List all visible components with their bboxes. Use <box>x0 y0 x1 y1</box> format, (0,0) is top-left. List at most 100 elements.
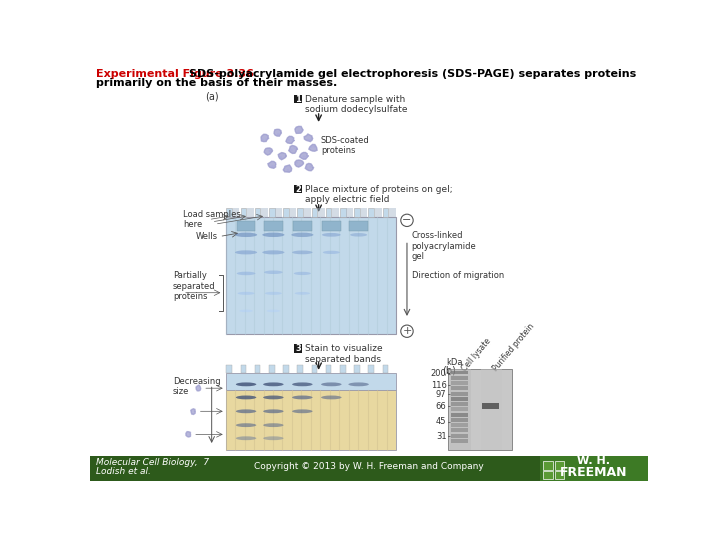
Ellipse shape <box>294 292 310 295</box>
Bar <box>451 408 468 411</box>
Bar <box>283 208 289 217</box>
Polygon shape <box>286 136 294 144</box>
Ellipse shape <box>310 146 312 148</box>
Ellipse shape <box>321 382 341 386</box>
Text: Place mixture of proteins on gel;
apply electric field: Place mixture of proteins on gel; apply … <box>305 185 452 204</box>
Bar <box>293 221 312 231</box>
Ellipse shape <box>277 134 279 136</box>
Bar <box>264 221 283 231</box>
Ellipse shape <box>306 167 308 169</box>
Ellipse shape <box>261 138 264 140</box>
Ellipse shape <box>299 165 301 167</box>
Bar <box>90 456 648 481</box>
Bar <box>261 208 268 217</box>
Bar <box>451 439 468 443</box>
Text: 31: 31 <box>436 431 446 441</box>
Ellipse shape <box>305 156 308 158</box>
Ellipse shape <box>321 395 341 400</box>
Ellipse shape <box>263 382 284 386</box>
Bar <box>312 365 318 373</box>
Text: Load samples
here: Load samples here <box>183 210 240 229</box>
Polygon shape <box>196 385 201 391</box>
Text: Molecular Cell Biology,  7: Molecular Cell Biology, 7 <box>96 457 210 467</box>
Ellipse shape <box>280 156 282 158</box>
Text: Denature sample with
sodium dodecylsulfate: Denature sample with sodium dodecylsulfa… <box>305 95 408 114</box>
Bar <box>225 217 396 334</box>
Text: Partially
separated
proteins: Partially separated proteins <box>173 271 215 301</box>
Bar <box>482 403 499 409</box>
Polygon shape <box>300 152 308 159</box>
Ellipse shape <box>292 409 312 413</box>
Bar <box>297 208 303 217</box>
Polygon shape <box>305 164 314 171</box>
Ellipse shape <box>236 436 256 440</box>
Bar <box>294 95 302 103</box>
Bar <box>451 376 468 380</box>
Bar <box>240 208 246 217</box>
Bar <box>361 208 367 217</box>
Ellipse shape <box>309 139 311 141</box>
Text: W. H.: W. H. <box>577 456 611 465</box>
Bar <box>318 208 325 217</box>
Ellipse shape <box>265 138 268 140</box>
Ellipse shape <box>279 157 282 159</box>
Text: (a): (a) <box>204 92 218 102</box>
Polygon shape <box>186 431 191 437</box>
Bar <box>375 208 382 217</box>
Ellipse shape <box>262 251 284 254</box>
Text: 97: 97 <box>436 389 446 399</box>
Bar <box>451 434 468 437</box>
Bar <box>294 345 302 353</box>
Bar <box>369 208 374 217</box>
Ellipse shape <box>284 166 287 168</box>
Ellipse shape <box>269 150 271 152</box>
Bar <box>304 208 310 217</box>
Text: 2: 2 <box>295 185 301 194</box>
Text: 116: 116 <box>431 381 446 390</box>
Ellipse shape <box>287 169 289 171</box>
Polygon shape <box>295 160 304 167</box>
Ellipse shape <box>323 251 340 254</box>
Bar <box>275 208 282 217</box>
Ellipse shape <box>296 161 298 164</box>
Bar <box>451 423 468 427</box>
Bar <box>544 470 553 479</box>
Bar <box>289 208 297 217</box>
Bar <box>346 208 353 217</box>
Text: Cross-linked
polyacrylamide
gel: Cross-linked polyacrylamide gel <box>412 231 477 261</box>
Text: 45: 45 <box>436 417 446 426</box>
Polygon shape <box>264 148 273 155</box>
Bar <box>322 221 341 231</box>
Ellipse shape <box>313 146 315 148</box>
Ellipse shape <box>264 271 283 274</box>
Bar <box>247 208 253 217</box>
Bar <box>269 208 274 217</box>
Text: Lodish et al.: Lodish et al. <box>96 467 151 476</box>
Ellipse shape <box>239 309 253 312</box>
Ellipse shape <box>292 395 312 400</box>
Bar <box>382 365 388 373</box>
Bar <box>255 365 261 373</box>
Ellipse shape <box>263 395 284 400</box>
Bar <box>283 365 289 373</box>
Text: SDS-coated
proteins: SDS-coated proteins <box>321 136 369 156</box>
Bar <box>451 370 468 375</box>
Bar <box>451 381 468 385</box>
Text: Experimental Figure 3.36: Experimental Figure 3.36 <box>96 69 254 79</box>
Bar <box>340 365 346 373</box>
Bar <box>325 365 331 373</box>
Text: Purified protein: Purified protein <box>490 322 536 373</box>
Polygon shape <box>295 126 303 133</box>
Ellipse shape <box>302 156 305 158</box>
Text: +: + <box>402 326 412 336</box>
Bar <box>539 456 648 481</box>
Bar <box>382 208 388 217</box>
Bar <box>225 390 396 450</box>
Text: −: − <box>402 215 412 225</box>
Text: primarily on the basis of their masses.: primarily on the basis of their masses. <box>96 78 338 88</box>
Ellipse shape <box>350 233 367 237</box>
Ellipse shape <box>322 233 341 237</box>
Text: Decreasing
size: Decreasing size <box>173 377 220 396</box>
Ellipse shape <box>263 423 284 427</box>
Ellipse shape <box>290 149 292 151</box>
